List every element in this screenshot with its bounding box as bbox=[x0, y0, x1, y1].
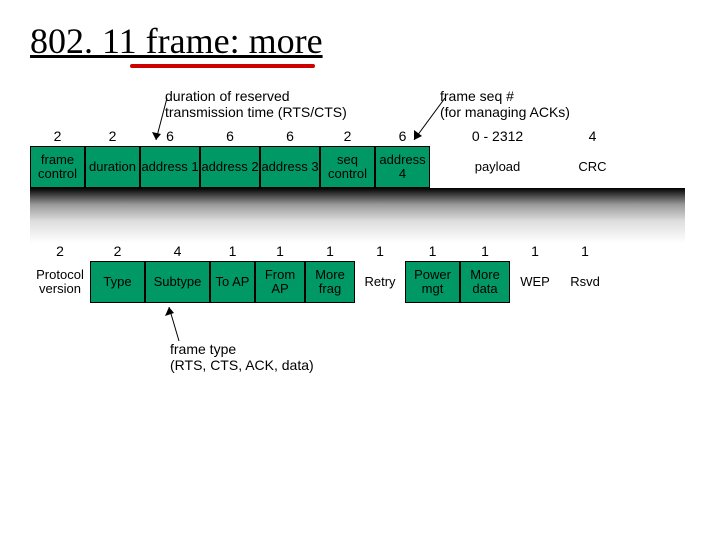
annotation-frametype: frame type (RTS, CTS, ACK, data) bbox=[170, 341, 314, 373]
size-label: 1 bbox=[510, 243, 560, 261]
field-cell: frame control bbox=[30, 146, 85, 188]
field-cell: WEP bbox=[510, 261, 560, 303]
size-label: 6 bbox=[200, 128, 260, 146]
field-cell: payload bbox=[430, 146, 565, 188]
red-underline bbox=[130, 64, 315, 68]
field-cell: address 2 bbox=[200, 146, 260, 188]
field-cell: Protocol version bbox=[30, 261, 90, 303]
size-label: 1 bbox=[405, 243, 460, 261]
field-cell: CRC bbox=[565, 146, 620, 188]
size-label: 1 bbox=[305, 243, 355, 261]
field-cell: address 3 bbox=[260, 146, 320, 188]
size-label: 1 bbox=[355, 243, 405, 261]
size-label: 1 bbox=[560, 243, 610, 261]
frame-table-2: 22411111111 Protocol versionTypeSubtypeT… bbox=[30, 243, 690, 303]
annotation-seq: frame seq # (for managing ACKs) bbox=[440, 88, 620, 120]
size-label: 2 bbox=[320, 128, 375, 146]
size-label: 1 bbox=[255, 243, 305, 261]
size-label: 4 bbox=[145, 243, 210, 261]
size-label: 2 bbox=[30, 128, 85, 146]
field-cell: address 4 bbox=[375, 146, 430, 188]
field-cell: More data bbox=[460, 261, 510, 303]
pointer-frametype bbox=[165, 303, 185, 343]
size-label: 2 bbox=[85, 128, 140, 146]
field-cell: Retry bbox=[355, 261, 405, 303]
field-cell: duration bbox=[85, 146, 140, 188]
size-label: 0 - 2312 bbox=[430, 128, 565, 146]
field-cell: seq control bbox=[320, 146, 375, 188]
page-title: 802. 11 frame: more bbox=[30, 20, 690, 62]
field-cell: To AP bbox=[210, 261, 255, 303]
field-cell: address 1 bbox=[140, 146, 200, 188]
size-label: 2 bbox=[90, 243, 145, 261]
pointer-duration bbox=[152, 98, 172, 148]
frame-table-1: 22666260 - 23124 frame controldurationad… bbox=[30, 128, 690, 188]
shadow-gradient bbox=[30, 188, 685, 243]
field-cell: Rsvd bbox=[560, 261, 610, 303]
field-cell: Subtype bbox=[145, 261, 210, 303]
annotation-duration: duration of reserved transmission time (… bbox=[165, 88, 385, 120]
field-cell: Power mgt bbox=[405, 261, 460, 303]
field-cell: From AP bbox=[255, 261, 305, 303]
pointer-seq bbox=[410, 98, 450, 148]
size-label: 6 bbox=[260, 128, 320, 146]
size-label: 4 bbox=[565, 128, 620, 146]
size-label: 1 bbox=[210, 243, 255, 261]
size-label: 1 bbox=[460, 243, 510, 261]
size-label: 2 bbox=[30, 243, 90, 261]
field-cell: Type bbox=[90, 261, 145, 303]
field-cell: More frag bbox=[305, 261, 355, 303]
